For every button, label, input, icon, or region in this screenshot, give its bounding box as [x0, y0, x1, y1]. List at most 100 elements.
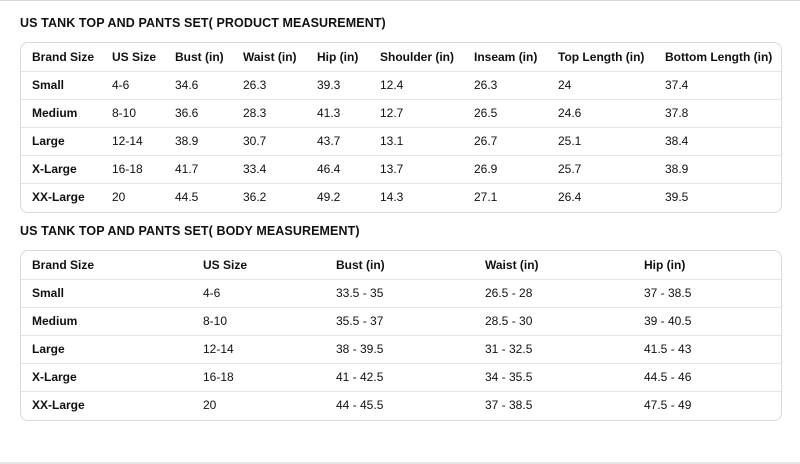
cell: 37.4: [654, 71, 781, 100]
header-brand-size: Brand Size: [21, 251, 192, 280]
cell: 20: [203, 398, 217, 413]
cell: 38.4: [654, 127, 781, 156]
table-header-row: Brand Size US Size Bust (in) Waist (in) …: [21, 251, 781, 280]
cell: 37.8: [654, 99, 781, 128]
header-bust: Bust (in): [164, 43, 232, 72]
header-bust: Bust (in): [325, 251, 474, 280]
header-inseam: Inseam (in): [463, 43, 547, 72]
header-hip: Hip (in): [306, 43, 369, 72]
header-us-size: US Size: [192, 251, 325, 280]
cell: XX-Large: [32, 190, 85, 205]
cell: 12.4: [369, 71, 463, 100]
header-shoulder: Shoulder (in): [369, 43, 463, 72]
cell: 30.7: [232, 127, 306, 156]
header-hip: Hip (in): [633, 251, 781, 280]
body-measurement-title: US TANK TOP AND PANTS SET( BODY MEASUREM…: [20, 224, 360, 238]
cell: Small: [21, 279, 192, 308]
product-measurement-table: Brand Size US Size Bust (in) Waist (in) …: [20, 42, 782, 213]
cell: 41.7: [164, 155, 232, 184]
table-row: Medium 8-10 36.6 28.3 41.3 12.7 26.5 24.…: [21, 99, 781, 128]
cell: 39.5: [665, 190, 689, 205]
table-row: X-Large 16-18 41 - 42.5 34 - 35.5 44.5 -…: [21, 363, 781, 392]
table-row: Medium 8-10 35.5 - 37 28.5 - 30 39 - 40.…: [21, 307, 781, 336]
cell: 36.6: [164, 99, 232, 128]
cell: 27.1: [474, 190, 498, 205]
cell: 16-18: [192, 363, 325, 392]
table-row: Small 4-6 34.6 26.3 39.3 12.4 26.3 24 37…: [21, 71, 781, 100]
cell: 12.7: [369, 99, 463, 128]
cell: Medium: [21, 307, 192, 336]
cell: 4-6: [101, 71, 164, 100]
cell: X-Large: [21, 155, 101, 184]
cell: 44.5 - 46: [633, 363, 781, 392]
cell: 44.5: [175, 190, 199, 205]
header-bottom-length: Bottom Length (in): [654, 43, 781, 72]
cell: 46.4: [306, 155, 369, 184]
cell: 38.9: [654, 155, 781, 184]
cell: 24.6: [547, 99, 654, 128]
header-top-length: Top Length (in): [547, 43, 654, 72]
cell: 43.7: [306, 127, 369, 156]
cell: 26.9: [463, 155, 547, 184]
cell: XX-Large: [32, 398, 85, 413]
cell: 26.7: [463, 127, 547, 156]
cell: 26.3: [463, 71, 547, 100]
cell: 16-18: [101, 155, 164, 184]
body-measurement-table: Brand Size US Size Bust (in) Waist (in) …: [20, 250, 782, 421]
table-row: Large 12-14 38.9 30.7 43.7 13.1 26.7 25.…: [21, 127, 781, 156]
cell: 41 - 42.5: [325, 363, 474, 392]
cell: 38.9: [164, 127, 232, 156]
cell: X-Large: [21, 363, 192, 392]
cell: Small: [21, 71, 101, 100]
cell: 14.3: [380, 190, 404, 205]
cell: 26.5: [463, 99, 547, 128]
table-row: XX-Large 20 44 - 45.5 37 - 38.5 47.5 - 4…: [21, 391, 781, 419]
cell: Large: [21, 127, 101, 156]
header-waist: Waist (in): [232, 43, 306, 72]
cell: 36.2: [243, 190, 267, 205]
cell: 41.5 - 43: [633, 335, 781, 364]
cell: 37 - 38.5: [485, 398, 533, 413]
table-row: Small 4-6 33.5 - 35 26.5 - 28 37 - 38.5: [21, 279, 781, 308]
cell: 34.6: [164, 71, 232, 100]
cell: 28.3: [232, 99, 306, 128]
cell: 38 - 39.5: [325, 335, 474, 364]
table-row: X-Large 16-18 41.7 33.4 46.4 13.7 26.9 2…: [21, 155, 781, 184]
cell: 12-14: [101, 127, 164, 156]
cell: 37 - 38.5: [633, 279, 781, 308]
cell: 13.7: [369, 155, 463, 184]
table-header-row: Brand Size US Size Bust (in) Waist (in) …: [21, 43, 781, 72]
product-measurement-title: US TANK TOP AND PANTS SET( PRODUCT MEASU…: [20, 16, 386, 30]
cell: 26.4: [558, 190, 582, 205]
cell: 39.3: [306, 71, 369, 100]
header-waist: Waist (in): [474, 251, 633, 280]
cell: 13.1: [369, 127, 463, 156]
cell: 34 - 35.5: [474, 363, 633, 392]
cell: 12-14: [192, 335, 325, 364]
cell: Large: [21, 335, 192, 364]
cell: 26.3: [232, 71, 306, 100]
cell: 49.2: [317, 190, 341, 205]
header-us-size: US Size: [101, 43, 164, 72]
cell: 31 - 32.5: [474, 335, 633, 364]
header-brand-size: Brand Size: [21, 43, 101, 72]
cell: 47.5 - 49: [644, 398, 692, 413]
cell: 8-10: [192, 307, 325, 336]
cell: 25.7: [547, 155, 654, 184]
cell: 24: [547, 71, 654, 100]
top-divider: [0, 0, 800, 1]
cell: Medium: [21, 99, 101, 128]
cell: 33.5 - 35: [325, 279, 474, 308]
table-row: Large 12-14 38 - 39.5 31 - 32.5 41.5 - 4…: [21, 335, 781, 364]
cell: 28.5 - 30: [474, 307, 633, 336]
cell: 25.1: [547, 127, 654, 156]
table-row: XX-Large 20 44.5 36.2 49.2 14.3 27.1 26.…: [21, 183, 781, 211]
bottom-divider: [0, 462, 800, 464]
cell: 20: [112, 190, 126, 205]
cell: 35.5 - 37: [325, 307, 474, 336]
cell: 4-6: [192, 279, 325, 308]
cell: 8-10: [101, 99, 164, 128]
cell: 41.3: [306, 99, 369, 128]
cell: 44 - 45.5: [336, 398, 384, 413]
cell: 26.5 - 28: [474, 279, 633, 308]
